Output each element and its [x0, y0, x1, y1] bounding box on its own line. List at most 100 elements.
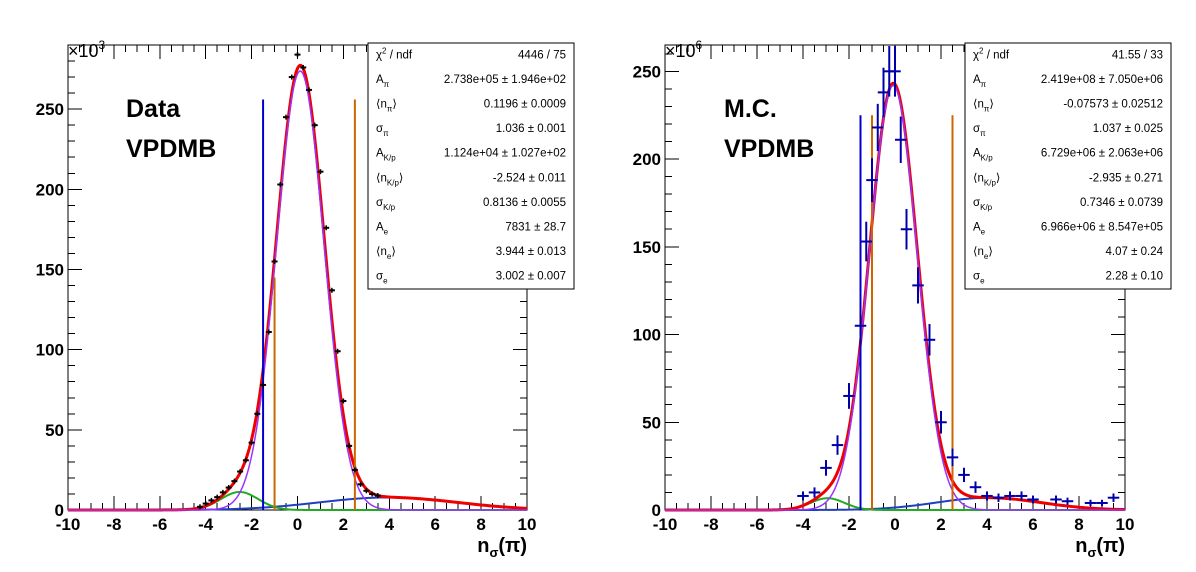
stat-name: σπ — [376, 123, 389, 138]
stat-name: ⟨nπ⟩ — [376, 97, 397, 113]
fit-stats-box: χ2 / ndf 41.55 / 33 Aπ 2.419e+08 ± 7.050e+0… — [964, 42, 1172, 290]
x-tick-label: -10 — [653, 515, 678, 534]
data-point — [288, 74, 295, 80]
data-point — [860, 221, 872, 262]
x-tick-label: 6 — [430, 515, 439, 534]
x-tick-label: 4 — [982, 515, 992, 534]
data-point — [231, 478, 238, 484]
stat-name: χ2 / ndf — [376, 46, 413, 61]
data-point — [374, 493, 381, 499]
data-point — [889, 46, 901, 97]
stat-name: Aπ — [376, 74, 390, 89]
data-point — [1015, 491, 1028, 501]
sample-label: M.C. — [724, 95, 777, 123]
y-tick-label: 150 — [633, 238, 661, 257]
data-point — [1004, 491, 1016, 501]
fit-stats-box: χ2 / ndf 4446 / 75 Aπ 2.738e+05 ± 1.946e+02… — [367, 42, 575, 290]
y-multiplier-label: ×103 — [68, 38, 106, 61]
trigger-label: VPDMB — [126, 135, 216, 163]
stat-name: χ2 / ndf — [973, 46, 1010, 61]
y-multiplier-label: ×106 — [665, 38, 703, 61]
y-tick-label: 150 — [36, 260, 64, 279]
stat-value: -2.524 ± 0.011 — [493, 172, 566, 184]
x-axis-label: nσ(π) — [477, 535, 527, 560]
stat-name: ⟨nπ⟩ — [973, 97, 994, 113]
stat-name: AK/p — [376, 148, 396, 163]
x-tick-label: 10 — [518, 515, 537, 534]
stat-name: ⟨nK/p⟩ — [376, 171, 403, 187]
trigger-label: VPDMB — [724, 135, 814, 163]
data-point — [808, 487, 821, 498]
x-axis-label: nσ(π) — [1075, 535, 1125, 560]
y-tick-label: 200 — [633, 150, 661, 169]
y-tick-label: 100 — [36, 341, 64, 360]
data-point — [363, 488, 370, 494]
stat-value: 1.037 ± 0.025 — [1093, 123, 1163, 135]
x-tick-label: 6 — [1028, 515, 1037, 534]
data-point — [346, 443, 353, 449]
stat-name: AK/p — [973, 148, 993, 163]
stat-value: 4.07 ± 0.24 — [1106, 246, 1164, 258]
x-tick-label: -2 — [244, 515, 259, 534]
data-point — [1107, 493, 1120, 502]
y-tick-label: 0 — [652, 501, 661, 520]
data-point — [958, 467, 970, 483]
data-point — [271, 258, 278, 264]
data-point — [797, 491, 809, 501]
data-point — [357, 481, 364, 487]
y-tick-label: 250 — [36, 100, 64, 119]
data-point — [277, 182, 284, 187]
y-tick-label: 200 — [36, 180, 64, 199]
stat-value: 2.738e+05 ± 1.946e+02 — [444, 74, 566, 86]
stat-value: -2.935 ± 0.271 — [1089, 172, 1163, 184]
stat-value: 41.55 / 33 — [1112, 49, 1163, 61]
x-tick-label: 0 — [890, 515, 899, 534]
data-point — [895, 116, 907, 163]
stat-value: 1.124e+04 ± 1.027e+02 — [444, 148, 566, 160]
y-tick-label: 250 — [633, 62, 661, 81]
stat-value: 3.944 ± 0.013 — [496, 246, 566, 258]
data-point — [1084, 499, 1097, 507]
data-point — [225, 485, 232, 491]
x-tick-label: 0 — [293, 515, 302, 534]
data-point — [981, 491, 993, 501]
x-tick-label: 8 — [1074, 515, 1083, 534]
data-point — [334, 348, 341, 354]
data-point — [214, 494, 221, 500]
x-tick-label: 2 — [339, 515, 348, 534]
data-point — [328, 287, 335, 293]
data-point — [992, 493, 1005, 502]
x-tick-label: -2 — [841, 515, 856, 534]
data-point — [1061, 497, 1074, 505]
data-point — [294, 52, 301, 58]
stat-name: ⟨ne⟩ — [973, 245, 993, 261]
data-point — [196, 504, 203, 510]
x-tick-label: -6 — [749, 515, 764, 534]
data-point — [820, 460, 832, 476]
left-panel-data: -10 -8 -6 -4 -2 0 2 4 6 8 10050100150200250×103nσ(… — [36, 38, 575, 560]
data-point — [1050, 495, 1062, 504]
data-point — [248, 440, 255, 446]
data-point — [877, 67, 890, 118]
data-point — [317, 169, 324, 175]
data-point — [283, 114, 290, 120]
data-point — [242, 457, 249, 463]
data-point — [935, 410, 947, 434]
data-point — [351, 467, 358, 473]
data-point — [912, 267, 924, 304]
stat-name: Ae — [973, 221, 986, 236]
data-point — [260, 382, 267, 388]
data-point — [831, 435, 844, 455]
data-point — [265, 329, 272, 335]
data-point — [843, 383, 855, 409]
stat-name: ⟨ne⟩ — [376, 245, 396, 261]
x-tick-label: 2 — [936, 515, 945, 534]
y-tick-label: 50 — [642, 413, 661, 432]
data-point — [208, 497, 215, 503]
stats-box-frame — [367, 42, 575, 290]
stats-box-frame — [964, 42, 1172, 290]
x-tick-label: -6 — [152, 515, 167, 534]
stat-value: 4446 / 75 — [518, 49, 566, 61]
data-point — [369, 491, 376, 497]
x-tick-label: 10 — [1116, 515, 1135, 534]
